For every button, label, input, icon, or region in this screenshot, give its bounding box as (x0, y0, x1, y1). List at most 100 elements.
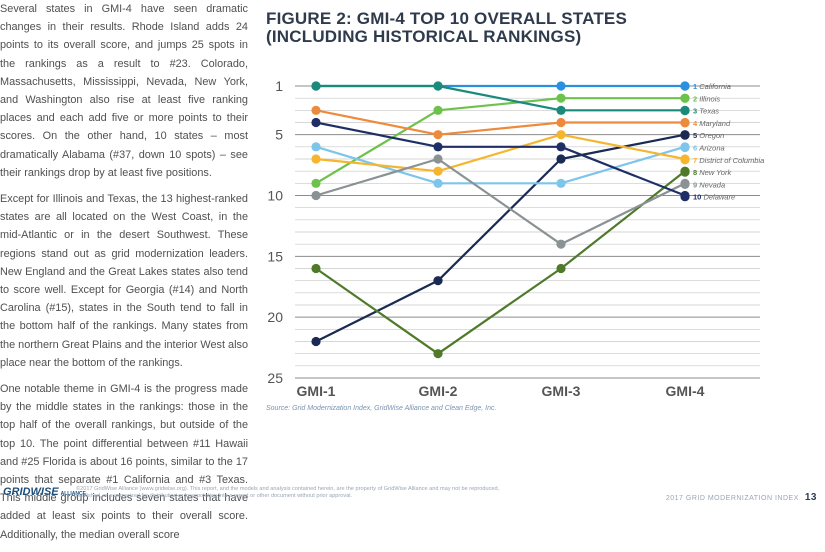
legend-marker (680, 93, 690, 103)
x-tick-label: GMI-3 (542, 383, 581, 399)
rankings-chart: 1 5 10 15 20 25 GMI-1 GMI-2 GMI-3 GMI-4 1 Californ… (255, 72, 825, 412)
data-point (556, 154, 566, 164)
body-text-column: Several states in GMI-4 have seen dramat… (0, 0, 248, 552)
legend-label: 10 Delaware (693, 193, 735, 202)
data-point (433, 349, 443, 359)
data-point (433, 166, 443, 176)
legend-name: New York (699, 168, 732, 177)
body-paragraph: One notable theme in GMI-4 is the progre… (0, 383, 248, 541)
data-point (433, 276, 443, 286)
series-line (315, 97, 685, 185)
legend-marker (680, 167, 690, 177)
data-point (556, 130, 566, 140)
legend-marker (680, 179, 690, 189)
data-point (311, 336, 321, 347)
legend-label: 5 Oregon (693, 131, 724, 140)
legend-rank: 6 (693, 144, 699, 153)
data-point (311, 178, 321, 188)
legend-name: Delaware (703, 193, 735, 202)
figure-source: Source: Grid Modernization Index, GridWi… (266, 405, 497, 412)
data-point (311, 105, 321, 115)
legend-marker (680, 192, 690, 202)
logo-text: GRIDWISE (3, 486, 59, 498)
data-point (311, 190, 321, 201)
y-tick-label: 5 (275, 127, 283, 143)
legend-marker (680, 118, 690, 128)
legend-marker (680, 106, 690, 116)
gridwise-logo: GRIDWISE ALLIANCE (3, 486, 86, 498)
legend-rank: 5 (693, 131, 699, 140)
data-point (556, 105, 566, 115)
legend-marker (680, 81, 690, 91)
data-point (311, 263, 321, 274)
data-point (433, 142, 443, 152)
legend-label: 6 Arizona (693, 144, 725, 153)
body-paragraph: Except for Illinois and Texas, the 13 hi… (0, 193, 248, 369)
legend-marker (680, 155, 690, 165)
y-tick-label: 15 (267, 248, 283, 264)
series-line (316, 84, 685, 112)
legend-name: District of Columbia (699, 156, 764, 165)
data-point (433, 178, 443, 188)
data-point (556, 239, 566, 249)
legend-name: California (699, 82, 731, 91)
figure-title-line1: FIGURE 2: GMI-4 TOP 10 OVERALL STATES (266, 9, 627, 28)
legend-marker (680, 130, 690, 140)
legend-rank: 1 (693, 82, 699, 91)
series-line (315, 170, 686, 355)
series-line (315, 109, 685, 136)
y-tick-label: 25 (267, 370, 283, 386)
figure-title: FIGURE 2: GMI-4 TOP 10 OVERALL STATES (I… (266, 10, 806, 46)
data-point (311, 117, 321, 128)
x-tick-label: GMI-2 (419, 383, 458, 399)
legend-name: Texas (699, 107, 719, 116)
legend-label: 7 District of Columbia (693, 156, 764, 165)
legend-marker (680, 142, 690, 153)
data-point (556, 93, 566, 103)
legend-rank: 2 (693, 94, 699, 103)
legend-rank: 10 (693, 193, 703, 202)
legend-label: 9 Nevada (693, 180, 725, 189)
data-point (433, 81, 443, 91)
data-point (433, 130, 443, 140)
y-tick-label: 10 (267, 188, 283, 204)
data-point (433, 154, 443, 164)
page-number: 13 (804, 492, 817, 503)
legend-name: Arizona (698, 144, 724, 153)
legend-label: 3 Texas (693, 107, 719, 116)
legend-rank: 7 (693, 156, 699, 165)
copyright-notice: ©2017 GridWise Alliance (www.gridwise.or… (76, 486, 500, 499)
page-footer: 2017 GRID MODERNIZATION INDEX 13 (666, 492, 817, 503)
series-line (315, 133, 686, 173)
series-line (315, 121, 686, 197)
legend-label: 1 California (693, 82, 731, 91)
legend-name: Maryland (699, 119, 731, 128)
data-point (556, 263, 566, 274)
y-tick-label: 20 (267, 309, 283, 325)
legend-rank: 4 (693, 119, 699, 128)
legend-name: Oregon (699, 131, 724, 140)
x-tick-label: GMI-1 (297, 383, 336, 399)
y-tick-label: 1 (275, 78, 283, 94)
legend-label: 4 Maryland (693, 119, 731, 128)
legend-rank: 3 (693, 107, 699, 116)
figure-title-line2: (INCLUDING HISTORICAL RANKINGS) (266, 27, 582, 46)
x-tick-label: GMI-4 (666, 383, 705, 399)
series-line (315, 157, 686, 246)
data-point (556, 117, 566, 128)
legend-rank: 8 (693, 168, 699, 177)
data-point (556, 178, 566, 188)
data-point (311, 81, 321, 91)
legend-label: 8 New York (693, 168, 732, 177)
data-point (556, 81, 566, 91)
logo-sub: ALLIANCE (60, 491, 86, 497)
legend-rank: 9 (693, 180, 699, 189)
body-paragraph: Several states in GMI-4 have seen dramat… (0, 3, 248, 179)
data-point (556, 142, 566, 152)
legend-name: Nevada (699, 180, 725, 189)
legend-name: Illinois (699, 94, 720, 103)
data-point (311, 154, 321, 164)
data-point (311, 142, 321, 152)
document-name: 2017 GRID MODERNIZATION INDEX (665, 495, 799, 502)
